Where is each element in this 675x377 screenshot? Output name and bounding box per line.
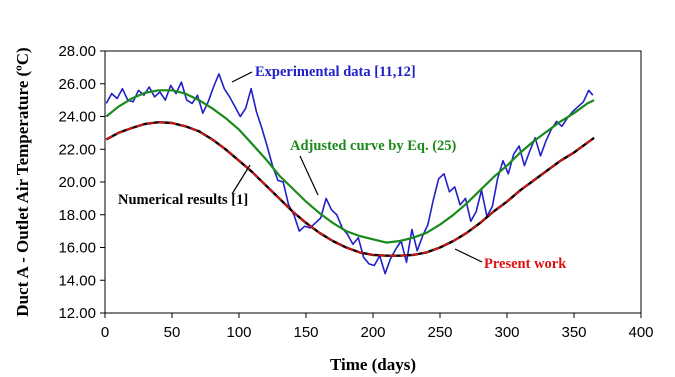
y-tick-label: 22.00 bbox=[58, 141, 96, 158]
adjusted-curve-annotation: Adjusted curve by Eq. (25) bbox=[290, 138, 457, 154]
x-tick-label: 250 bbox=[427, 324, 452, 341]
x-axis: 0 50 100 150 200 250 300 350 400 bbox=[101, 313, 654, 341]
x-tick-label: 50 bbox=[164, 324, 181, 341]
annotation-leader-line bbox=[454, 248, 483, 263]
present-work-annotation: Present work bbox=[484, 256, 567, 272]
y-tick-label: 16.00 bbox=[58, 240, 96, 257]
y-tick-label: 28.00 bbox=[58, 43, 96, 60]
annotation-leader-line bbox=[231, 71, 253, 83]
y-tick-label: 12.00 bbox=[58, 305, 96, 322]
y-tick-label: 20.00 bbox=[58, 174, 96, 191]
x-tick-label: 100 bbox=[226, 324, 251, 341]
experimental-data-annotation: Experimental data [11,12] bbox=[255, 64, 416, 80]
x-tick-label: 400 bbox=[628, 324, 653, 341]
y-axis-label: Duct A - Outlet Air Temperature (ºC) bbox=[13, 47, 32, 316]
annotation-leader-line bbox=[231, 164, 251, 195]
y-tick-label: 14.00 bbox=[58, 272, 96, 289]
x-axis-label: Time (days) bbox=[330, 355, 416, 374]
numerical-results-annotation: Numerical results [1] bbox=[118, 192, 248, 208]
series-group bbox=[105, 73, 595, 275]
x-tick-label: 150 bbox=[293, 324, 318, 341]
x-tick-label: 200 bbox=[360, 324, 385, 341]
experimental-data-line bbox=[105, 73, 594, 275]
annotations: Experimental data [11,12] Adjusted curve … bbox=[118, 64, 567, 272]
y-axis: 12.00 14.00 16.00 18.00 20.00 22.00 24.00 26.00… bbox=[58, 43, 105, 322]
present-work-line bbox=[105, 121, 595, 257]
y-tick-label: 18.00 bbox=[58, 207, 96, 224]
y-tick-label: 26.00 bbox=[58, 76, 96, 93]
annotation-leader-line bbox=[299, 155, 319, 196]
y-tick-label: 24.00 bbox=[58, 109, 96, 126]
x-tick-label: 0 bbox=[101, 324, 109, 341]
x-tick-label: 300 bbox=[494, 324, 519, 341]
x-tick-label: 350 bbox=[561, 324, 586, 341]
plot-frame bbox=[104, 50, 642, 314]
adjusted-curve-line bbox=[105, 89, 595, 244]
